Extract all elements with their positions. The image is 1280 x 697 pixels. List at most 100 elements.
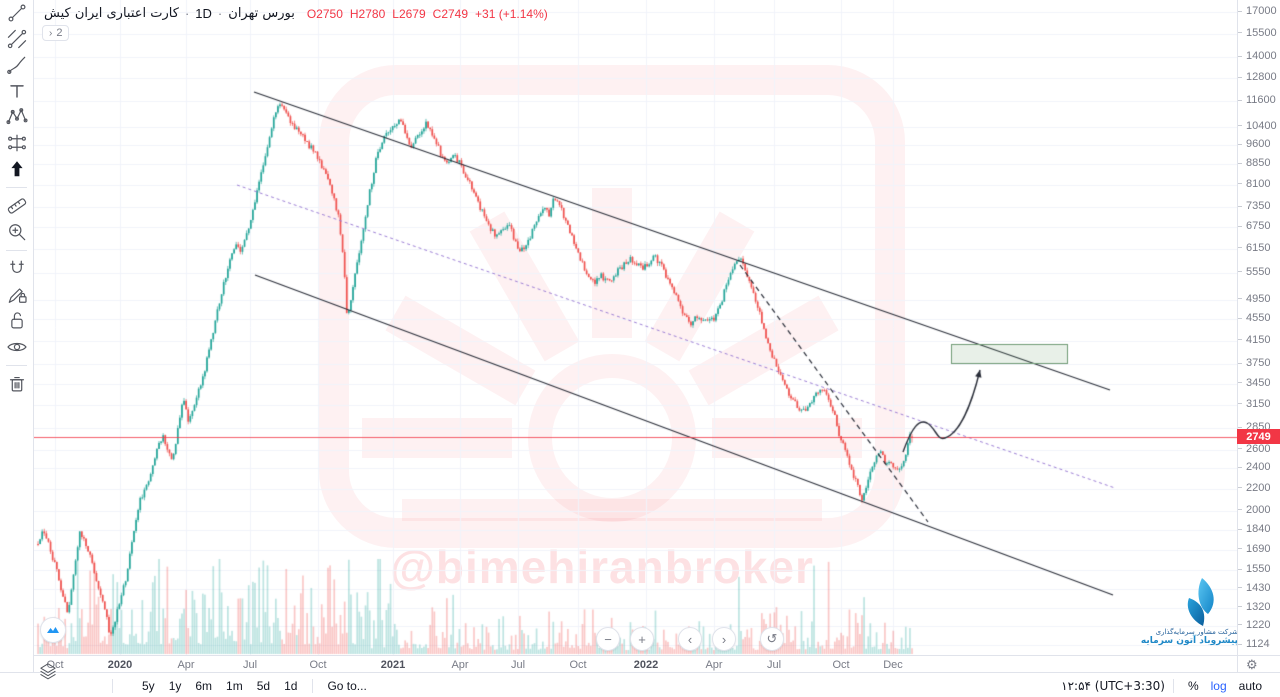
- tool-forecast[interactable]: [0, 130, 33, 156]
- footer-right-group: ۱۲:۵۴ (UTC+3:30) % log auto: [1061, 677, 1280, 695]
- axis-settings-corner: ⚙: [1237, 655, 1280, 673]
- tool-arrow-marker[interactable]: [0, 156, 33, 182]
- goto-button[interactable]: Go to...: [327, 678, 367, 693]
- range-1m-button[interactable]: 1m: [226, 678, 243, 693]
- trend-line-icon: [8, 4, 25, 22]
- time-tick: Jul: [510, 659, 526, 671]
- change-value: +31 (+1.14%): [475, 6, 548, 21]
- tool-lock-all[interactable]: [0, 308, 33, 334]
- price-tick: 4150: [1238, 334, 1270, 346]
- time-tick: Oct: [309, 659, 327, 671]
- time-tick: Jul: [242, 659, 258, 671]
- symbol-name[interactable]: کارت اعتباری ایران کیش: [44, 6, 179, 21]
- price-tick: 9600: [1238, 138, 1270, 150]
- legend-separator: ·: [184, 6, 190, 21]
- ohlc-values: O2750 H2780 L2679 C2749 +31 (+1.14%): [307, 7, 548, 21]
- scroll-left-button[interactable]: ‹: [678, 627, 702, 651]
- price-tick: 3150: [1238, 398, 1270, 410]
- layers-icon: [40, 663, 56, 680]
- time-tick: 2020: [107, 659, 133, 671]
- gear-icon[interactable]: ⚙: [1246, 657, 1258, 672]
- tool-ruler[interactable]: [0, 193, 33, 219]
- price-tick: 14000: [1238, 50, 1277, 62]
- price-tick: 3750: [1238, 357, 1270, 369]
- price-tick: 8100: [1238, 178, 1270, 190]
- tool-zoom-in[interactable]: [0, 219, 33, 245]
- ruler-icon: [7, 198, 26, 214]
- price-tick: 2000: [1238, 504, 1270, 516]
- arrow-marker-icon: [10, 161, 23, 177]
- price-tick: 1840: [1238, 523, 1270, 535]
- time-tick: Apr: [705, 659, 723, 671]
- time-tick: Jul: [766, 659, 782, 671]
- clock-label[interactable]: ۱۲:۵۴ (UTC+3:30): [1061, 678, 1165, 693]
- tool-hide-all[interactable]: [0, 334, 33, 360]
- hide-all-icon: [6, 342, 27, 352]
- range-5d-button[interactable]: 5d: [256, 678, 271, 693]
- object-tree-button[interactable]: [38, 661, 58, 686]
- auto-scale-button[interactable]: auto: [1238, 678, 1262, 693]
- time-tick: 2022: [633, 659, 659, 671]
- tool-text[interactable]: [0, 78, 33, 104]
- magnet-icon: [9, 260, 24, 274]
- toolbar-divider: [6, 250, 27, 251]
- legend-expand-badge[interactable]: › 2: [42, 25, 70, 41]
- range-6m-button[interactable]: 6m: [195, 678, 213, 693]
- percent-scale-button[interactable]: %: [1187, 678, 1199, 693]
- tool-remove-all[interactable]: [0, 371, 33, 397]
- price-tick: 1430: [1238, 582, 1270, 594]
- open-value: O2750: [306, 6, 343, 21]
- price-tick: 8850: [1238, 157, 1270, 169]
- drawing-toolbar: [0, 0, 34, 672]
- time-tick: Oct: [569, 659, 587, 671]
- price-tick: 2200: [1238, 482, 1270, 494]
- price-tick: 1550: [1238, 563, 1270, 575]
- log-scale-button[interactable]: log: [1210, 678, 1227, 693]
- zoom-in-button[interactable]: +: [630, 627, 654, 651]
- price-tick: 17000: [1238, 5, 1277, 17]
- low-value: L2679: [392, 6, 426, 21]
- range-1d-button[interactable]: 1d: [284, 678, 298, 693]
- price-tick: 4550: [1238, 312, 1270, 324]
- price-tick: 12800: [1238, 71, 1277, 83]
- timeframe-label[interactable]: 1D: [195, 6, 212, 21]
- chart-navigation: − + ‹ › ↺: [596, 627, 784, 651]
- tool-drawing-pencil-lock[interactable]: [0, 282, 33, 308]
- range-1y-button[interactable]: 1y: [168, 678, 182, 693]
- price-tick: 6150: [1238, 242, 1270, 254]
- legend-separator: ·: [217, 6, 223, 21]
- close-value: C2749: [432, 6, 469, 21]
- tool-trend-line[interactable]: [0, 0, 33, 26]
- exchange-name: بورس تهران: [228, 6, 295, 21]
- tool-brush[interactable]: [0, 52, 33, 78]
- range-5y-button[interactable]: 5y: [142, 678, 155, 693]
- price-tick: 5550: [1238, 266, 1270, 278]
- price-axis[interactable]: 17000 15500 14000 12800 11600 10400 9600 8850 81…: [1237, 0, 1280, 655]
- price-tick: 2400: [1238, 461, 1270, 473]
- tool-magnet[interactable]: [0, 256, 33, 282]
- last-price-label: 2749: [1237, 429, 1280, 445]
- time-tick: Dec: [883, 659, 903, 671]
- fib-retracement-icon: [7, 29, 26, 49]
- toolbar-divider: [6, 187, 27, 188]
- tool-xabcd-pattern[interactable]: [0, 104, 33, 130]
- reset-chart-button[interactable]: ↺: [760, 627, 784, 651]
- time-tick: Apr: [451, 659, 469, 671]
- time-tick: Apr: [177, 659, 195, 671]
- price-tick: 6750: [1238, 220, 1270, 232]
- price-chart-canvas[interactable]: [33, 0, 1237, 655]
- price-tick: 10400: [1238, 120, 1277, 132]
- time-tick: Oct: [46, 659, 64, 671]
- zoom-out-button[interactable]: −: [596, 627, 620, 651]
- drawing-pencil-lock-icon: [8, 288, 27, 303]
- text-icon: [9, 85, 24, 98]
- high-value: H2780: [349, 6, 386, 21]
- broker-avatar-bubble[interactable]: [40, 617, 66, 643]
- tool-fib-retracement[interactable]: [0, 26, 33, 52]
- scroll-right-button[interactable]: ›: [712, 627, 736, 651]
- time-axis[interactable]: Oct 2020 Apr Jul Oct 2021 Apr Jul Oct 2022 Apr Jul O…: [33, 655, 1237, 673]
- footer-divider: [1172, 678, 1174, 693]
- footer-divider: [112, 678, 113, 693]
- lock-all-icon: [10, 312, 23, 329]
